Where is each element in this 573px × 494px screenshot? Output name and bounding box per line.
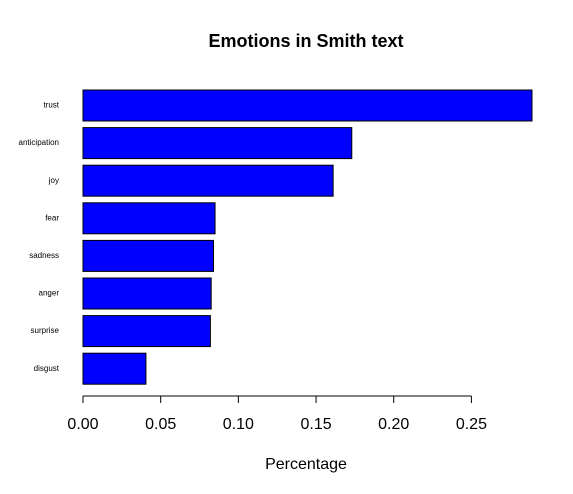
bar [82, 352, 147, 385]
y-tick-label: anticipation [19, 138, 59, 147]
y-tick-label: anger [39, 289, 60, 298]
bar [82, 315, 211, 348]
bar [82, 239, 215, 272]
y-tick-label: surprise [31, 326, 60, 335]
x-tick-label: 0.00 [67, 416, 98, 433]
y-tick-label: joy [48, 176, 59, 185]
x-tick-label: 0.05 [145, 416, 176, 433]
y-tick-label: trust [43, 101, 59, 110]
y-tick-label: fear [45, 213, 59, 222]
x-tick-label: 0.15 [300, 416, 331, 433]
bar [82, 164, 334, 197]
y-tick-label: disgust [34, 364, 60, 373]
x-tick-label: 0.10 [223, 416, 254, 433]
chart-title: Emotions in Smith text [208, 31, 403, 51]
x-tick-label: 0.20 [378, 416, 409, 433]
y-tick-label: sadness [29, 251, 59, 260]
x-tick-label: 0.25 [456, 416, 487, 433]
bar [82, 202, 216, 235]
bar [82, 89, 533, 122]
x-axis-label: Percentage [265, 456, 347, 473]
bar [82, 127, 353, 160]
bar [82, 277, 212, 310]
